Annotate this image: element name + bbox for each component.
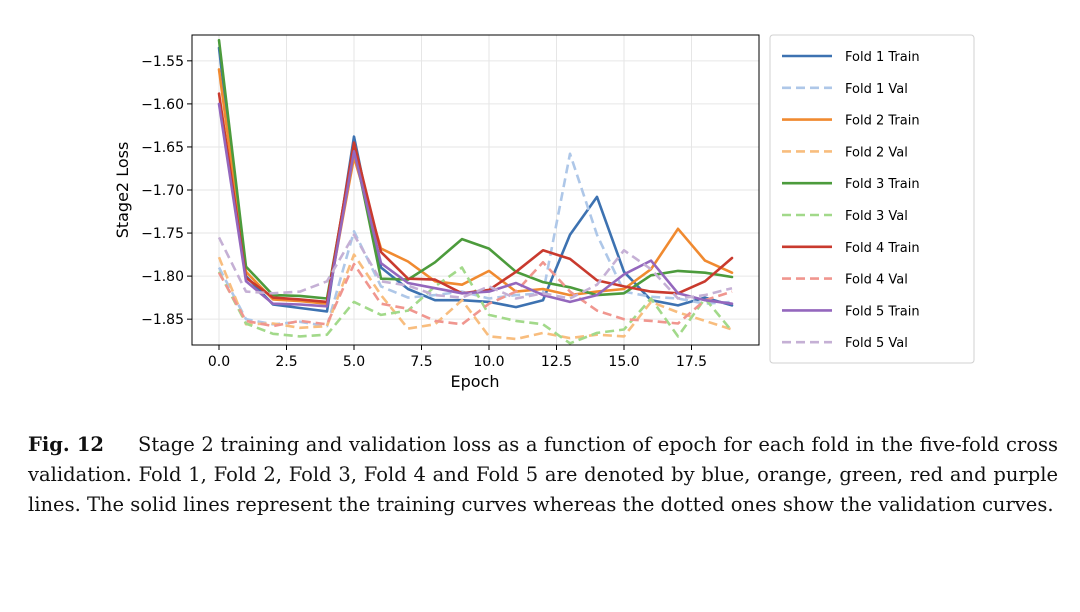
legend-label: Fold 2 Val xyxy=(845,145,908,160)
x-tick-label: 17.5 xyxy=(676,354,707,370)
line-chart: 0.0 2.5 5.0 7.5 10.0 12.5 15.0 17.5 −1.55 −1.60 −1… xyxy=(113,34,975,391)
x-tick-label: 12.5 xyxy=(541,354,572,370)
legend-label: Fold 4 Train xyxy=(845,241,920,256)
y-tick-label: −1.85 xyxy=(141,312,184,328)
chart-container: 0.0 2.5 5.0 7.5 10.0 12.5 15.0 17.5 −1.55 −1.60 −1… xyxy=(113,34,975,391)
series-line-5 xyxy=(217,38,734,300)
series-line-10 xyxy=(217,233,733,300)
x-tick-label: 7.5 xyxy=(410,354,432,370)
series-line-4 xyxy=(217,253,733,341)
x-tick-label: 5.0 xyxy=(343,354,365,370)
figure-caption: Fig. 12 Stage 2 training and validation l… xyxy=(28,430,1058,520)
y-tick-label: −1.65 xyxy=(141,140,184,156)
series-line-9 xyxy=(217,102,734,308)
legend-label: Fold 5 Val xyxy=(845,336,908,351)
series-lines xyxy=(217,38,734,345)
x-tick-label: 10.0 xyxy=(473,354,504,370)
y-tick-label: −1.80 xyxy=(141,269,184,285)
series-line-1 xyxy=(217,46,734,313)
y-tick-label: −1.70 xyxy=(141,183,184,199)
axis-ticks: 0.0 2.5 5.0 7.5 10.0 12.5 15.0 17.5 −1.55 −1.60 −1… xyxy=(141,54,707,370)
y-axis-label: Stage2 Loss xyxy=(113,142,132,239)
legend-label: Fold 3 Val xyxy=(845,209,908,224)
caption-text: Stage 2 training and validation loss as … xyxy=(28,433,1058,516)
series-line-8 xyxy=(217,260,733,328)
legend-label: Fold 2 Train xyxy=(845,114,920,129)
legend: Fold 1 Train Fold 1 Val Fold 2 Train Fold 2… xyxy=(769,34,975,364)
x-tick-label: 15.0 xyxy=(608,354,639,370)
caption-label: Fig. 12 xyxy=(28,433,104,456)
legend-label: Fold 1 Val xyxy=(845,82,908,97)
x-axis-label: Epoch xyxy=(451,372,500,391)
y-tick-label: −1.55 xyxy=(141,54,184,70)
legend-label: Fold 3 Train xyxy=(845,177,920,192)
y-tick-label: −1.75 xyxy=(141,226,184,242)
series-line-3 xyxy=(217,68,734,306)
legend-label: Fold 4 Val xyxy=(845,273,908,288)
legend-label: Fold 1 Train xyxy=(845,50,920,65)
y-tick-label: −1.60 xyxy=(141,97,184,113)
x-tick-label: 0.0 xyxy=(208,354,230,370)
legend-label: Fold 5 Train xyxy=(845,304,920,319)
legend-box xyxy=(769,34,975,364)
x-tick-label: 2.5 xyxy=(275,354,297,370)
